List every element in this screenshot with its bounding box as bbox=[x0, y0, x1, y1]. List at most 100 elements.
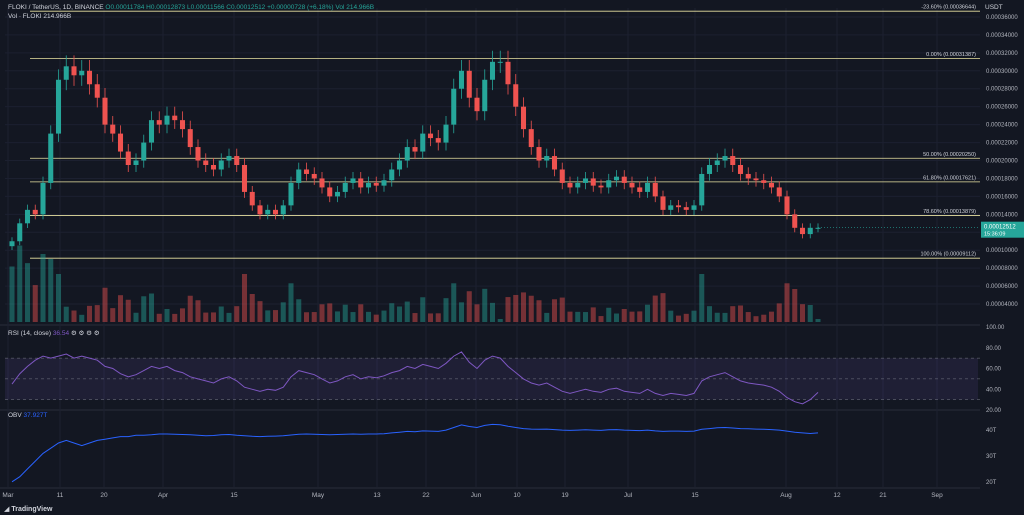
candle-body bbox=[761, 180, 767, 183]
time-tick-label: 12 bbox=[833, 492, 841, 499]
candle-body bbox=[451, 88, 457, 125]
obv-label: OBV bbox=[8, 412, 22, 419]
volume-bar bbox=[117, 295, 124, 322]
volume-bar bbox=[637, 311, 643, 322]
candle-body bbox=[133, 160, 139, 165]
price-tick-label: 0.00030000 bbox=[986, 69, 1018, 75]
volume-bar bbox=[71, 310, 77, 322]
volume-bar bbox=[48, 259, 54, 322]
currency-label[interactable]: USDT bbox=[985, 4, 1003, 11]
candle-body bbox=[172, 115, 178, 121]
volume-bar bbox=[9, 266, 15, 322]
volume-bar bbox=[644, 304, 651, 322]
candle-body bbox=[737, 165, 744, 174]
volume-bar bbox=[241, 274, 248, 322]
candle-body bbox=[94, 84, 100, 98]
volume-bar bbox=[32, 285, 38, 322]
candle-body bbox=[590, 178, 596, 186]
candle-body bbox=[365, 182, 372, 188]
candle-body bbox=[683, 207, 689, 210]
candle-body bbox=[706, 165, 713, 174]
candle-body bbox=[613, 176, 620, 181]
candle-body bbox=[466, 70, 472, 98]
candle-body bbox=[458, 70, 465, 89]
volume-bar bbox=[474, 304, 480, 322]
volume-bar bbox=[389, 303, 395, 322]
time-tick-label: 22 bbox=[422, 492, 430, 499]
candle-body bbox=[86, 70, 93, 85]
candle-body bbox=[567, 182, 573, 188]
volume-bar bbox=[466, 291, 472, 322]
ohlc-values: O0.00011784 H0.00012873 L0.00011566 C0.0… bbox=[105, 4, 334, 11]
volume-bar bbox=[807, 305, 813, 322]
time-axis[interactable]: Mar 11 20 Apr 15 May 13 22 Jun 10 19 Jul 15 Aug 12 21 Se… bbox=[2, 492, 943, 499]
volume-bar bbox=[613, 313, 620, 322]
rsi-legend[interactable]: RSI (14, close) 36.54 ⚙ ⚙ ⚙ ⚙ bbox=[8, 329, 100, 337]
candle-body bbox=[675, 205, 682, 208]
volume-bar bbox=[691, 310, 697, 322]
rsi-tick-label: 100.00 bbox=[986, 325, 1005, 331]
candle-body bbox=[629, 182, 635, 188]
volume-bar bbox=[714, 312, 720, 322]
volume-bar bbox=[621, 309, 627, 322]
volume-bar bbox=[280, 302, 286, 322]
price-tick-label: 0.00028000 bbox=[986, 87, 1018, 93]
rsi-label: RSI (14, close) bbox=[8, 330, 51, 337]
rsi-settings-icons[interactable]: ⚙ ⚙ ⚙ ⚙ bbox=[70, 330, 100, 337]
candle-body bbox=[148, 120, 155, 143]
last-price-badge bbox=[981, 221, 1024, 238]
time-tick-label: Sep bbox=[931, 492, 943, 499]
price-tick-label: 0.00022000 bbox=[986, 141, 1018, 147]
price-axis-bg bbox=[980, 0, 1024, 515]
candle-body bbox=[195, 147, 201, 161]
candle-body bbox=[551, 156, 558, 170]
tradingview-icon: ◢ bbox=[4, 506, 12, 513]
volume-bar bbox=[249, 294, 255, 322]
candle-body bbox=[373, 182, 379, 186]
time-tick-label: Apr bbox=[158, 492, 169, 499]
volume-bar bbox=[350, 312, 356, 322]
volume-bar bbox=[799, 304, 806, 322]
time-tick-label: 15 bbox=[691, 492, 699, 499]
obv-value: 37.927T bbox=[23, 412, 48, 419]
volume-bar bbox=[125, 299, 131, 322]
candle-body bbox=[9, 241, 15, 247]
price-axis[interactable]: 0.00036000 0.00034000 0.00032000 0.00030000… bbox=[818, 0, 1024, 515]
candle-body bbox=[203, 160, 209, 165]
volume-bar bbox=[296, 299, 302, 322]
candle-body bbox=[520, 106, 527, 130]
volume-bar bbox=[730, 306, 736, 322]
volume-bar bbox=[745, 312, 751, 322]
candle-body bbox=[249, 191, 255, 206]
countdown-label: 15:36:09 bbox=[984, 232, 1005, 238]
symbol-header[interactable]: FLOKI / TetherUS, 1D, BINANCE O0.0001178… bbox=[8, 4, 374, 11]
volume-bar bbox=[404, 301, 410, 322]
candle-body bbox=[435, 138, 441, 143]
volume-legend[interactable]: Vol · FLOKI 214.966B bbox=[8, 13, 71, 20]
fib-label: 0.00% (0.00031387) bbox=[926, 52, 976, 58]
candle-body bbox=[156, 120, 162, 125]
tradingview-logo[interactable]: ◢ TradingView bbox=[4, 505, 52, 513]
volume-bar bbox=[482, 288, 488, 322]
fib-label: 61.80% (0.00017621) bbox=[923, 175, 976, 181]
volume-bar bbox=[753, 316, 759, 322]
volume-bar bbox=[94, 305, 100, 322]
candle-body bbox=[110, 124, 116, 134]
candle-body bbox=[296, 169, 302, 183]
candle-body bbox=[117, 133, 124, 152]
candle-body bbox=[598, 185, 604, 188]
fib-label: 100.00% (0.00009112) bbox=[920, 252, 976, 258]
candle-body bbox=[272, 209, 279, 215]
obv-legend[interactable]: OBV 37.927T bbox=[8, 412, 47, 419]
candle-body bbox=[745, 173, 751, 179]
volume-bar bbox=[443, 298, 449, 322]
candle-body bbox=[327, 187, 333, 197]
candle-body bbox=[79, 70, 85, 76]
volume-bar bbox=[257, 301, 263, 322]
volume-bar bbox=[776, 303, 782, 322]
volume-bar bbox=[427, 313, 434, 322]
obv-pane bbox=[11, 423, 819, 483]
candle-body bbox=[234, 156, 240, 165]
volume-bar bbox=[172, 313, 178, 322]
